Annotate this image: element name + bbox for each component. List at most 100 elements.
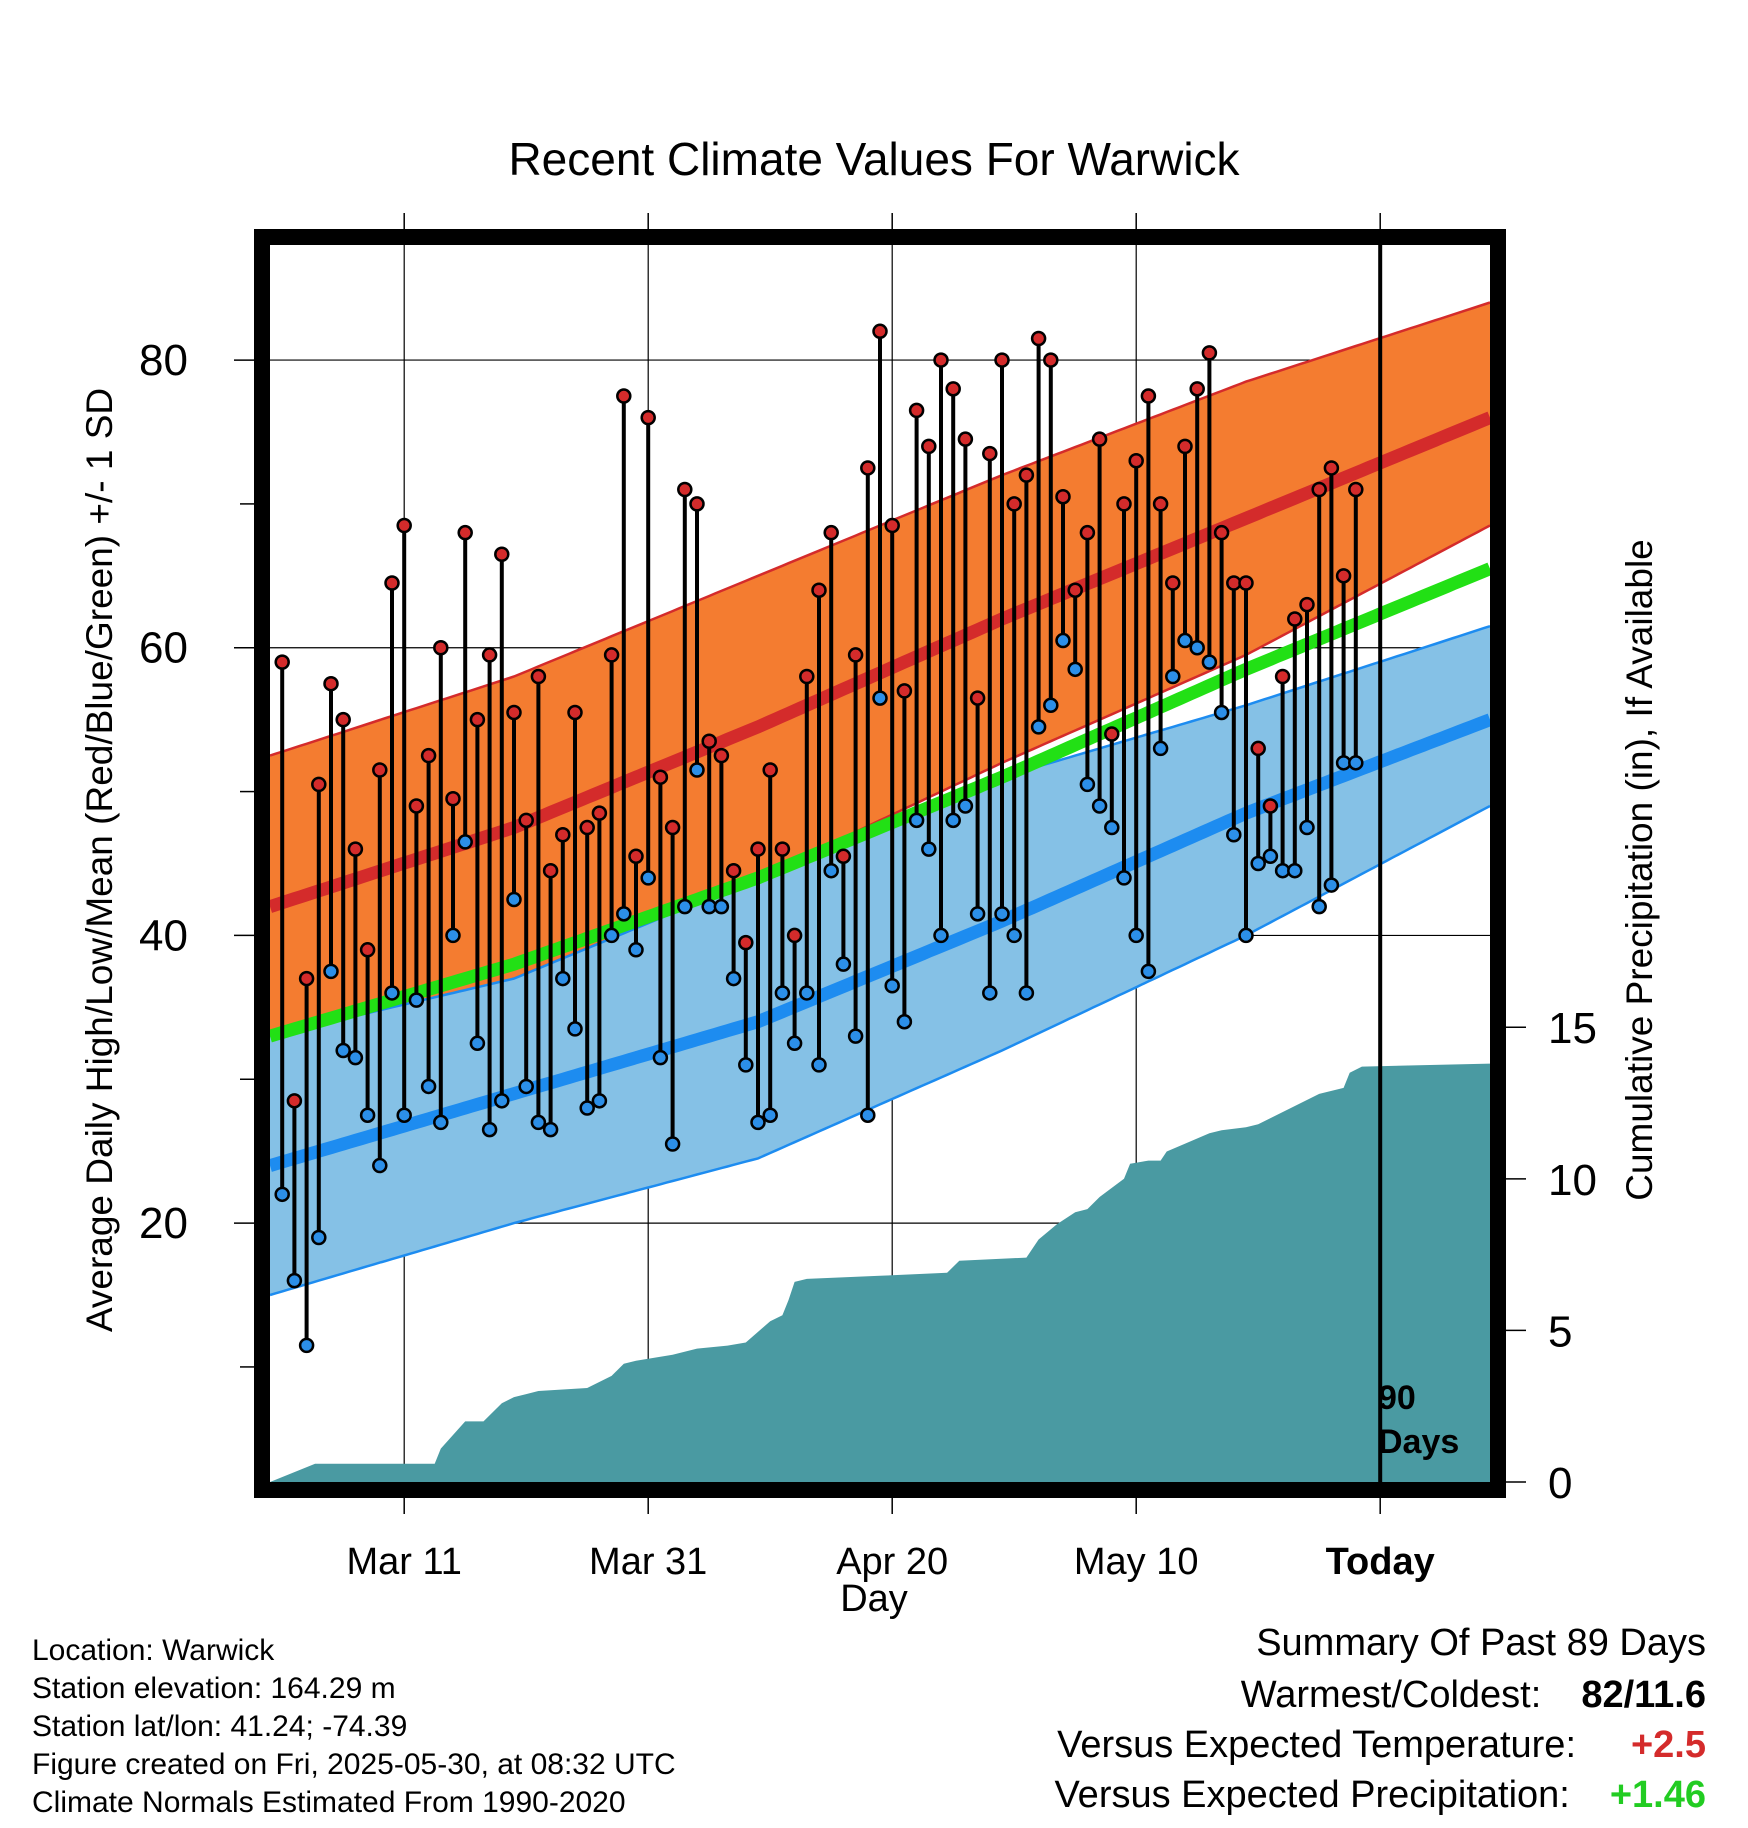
daily-low-point (1189, 639, 1205, 656)
today-window-label: 90 Days (1378, 1379, 1460, 1462)
temp-departure-label: Versus Expected Temperature: (1057, 1724, 1576, 1766)
daily-high-point (677, 481, 693, 498)
daily-high-point (811, 582, 827, 598)
daily-low-point (567, 1021, 583, 1037)
temp-departure-value: +2.5 (1630, 1724, 1706, 1766)
daily-low-point (994, 906, 1010, 922)
daily-high-point (1006, 496, 1022, 512)
daily-high-point (1140, 388, 1157, 404)
daily-low-point (872, 690, 888, 706)
daily-high-point (347, 841, 364, 857)
daily-high-point (835, 848, 852, 865)
normal-low-band-lower-edge (269, 804, 1491, 1297)
daily-low-point (359, 1107, 376, 1123)
daily-low-point (811, 1057, 827, 1073)
daily-high-point (1116, 496, 1132, 512)
daily-low-point (298, 1337, 315, 1354)
daily-high-point (908, 402, 925, 419)
daily-low-point (603, 927, 620, 944)
daily-low-point (823, 862, 839, 879)
daily-low-point (445, 927, 461, 944)
daily-high-point (469, 711, 486, 728)
y-axis-label: Average Daily High/Low/Mean (Red/Blue/Gr… (79, 387, 120, 1333)
daily-low-point (420, 1078, 437, 1095)
daily-high-point (298, 970, 315, 987)
daily-high-point (994, 352, 1010, 368)
y2-tick-label: 15 (1548, 1004, 1597, 1053)
daily-low-point (1067, 661, 1083, 678)
daily-high-point (957, 431, 974, 447)
daily-high-point (494, 546, 510, 562)
daily-high-point (481, 647, 498, 663)
daily-low-point (286, 1272, 303, 1289)
daily-low-point (1238, 927, 1254, 944)
daily-high-point (616, 388, 632, 404)
daily-low-point (835, 956, 852, 972)
daily-low-point (347, 1049, 364, 1066)
daily-high-point (1201, 345, 1218, 361)
daily-low-point (1311, 898, 1327, 915)
daily-high-point (1262, 798, 1279, 814)
daily-low-point (884, 978, 900, 994)
daily-high-point (1238, 575, 1254, 591)
y2-tick-label: 5 (1548, 1307, 1572, 1356)
daily-low-point (396, 1107, 412, 1123)
daily-low-point (1079, 776, 1096, 793)
x-tick-label: Mar 11 (346, 1541, 461, 1583)
daily-low-point (921, 841, 937, 857)
daily-low-point (1128, 927, 1144, 944)
daily-low-point (640, 870, 656, 886)
x-tick-label: Apr 20 (836, 1541, 948, 1583)
daily-low-point (1091, 798, 1108, 814)
daily-high-point (945, 381, 961, 397)
daily-high-point (335, 711, 351, 728)
daily-high-point (664, 819, 681, 836)
daily-low-point (982, 985, 998, 1001)
daily-high-point (286, 1093, 303, 1109)
created-text: Figure created on Fri, 2025-05-30, at 08… (32, 1748, 676, 1781)
daily-low-point (689, 762, 705, 778)
daily-low-point (896, 1013, 913, 1030)
daily-low-point (408, 992, 425, 1008)
daily-high-point (786, 927, 803, 944)
daily-high-point (1348, 481, 1364, 498)
chart-title: Recent Climate Values For Warwick (508, 133, 1240, 185)
daily-high-point (640, 409, 656, 426)
daily-low-point (713, 898, 730, 915)
y-tick-label: 40 (139, 911, 188, 960)
daily-low-point (1116, 870, 1132, 886)
daily-high-point (457, 524, 473, 541)
daily-low-point (1226, 826, 1242, 843)
daily-high-point (542, 862, 559, 879)
daily-low-point (1287, 862, 1303, 879)
daily-high-point (420, 747, 437, 764)
daily-low-point (433, 1114, 449, 1131)
daily-high-point (860, 460, 876, 476)
daily-low-point (311, 1229, 327, 1246)
daily-observations-layer (274, 323, 1364, 1354)
daily-high-point (384, 575, 400, 591)
daily-high-point (872, 323, 888, 340)
summary-precipitation: Versus Expected Precipitation: +1.46 (1054, 1774, 1706, 1817)
daily-low-point (957, 798, 974, 814)
daily-high-point (1091, 431, 1108, 447)
normal-mean-line (268, 562, 1493, 1043)
warmest-coldest-label: Warmest/Coldest: (1240, 1674, 1542, 1716)
daily-high-point (738, 934, 754, 951)
y-tick-label: 80 (139, 336, 188, 385)
daily-low-point (933, 927, 949, 944)
daily-low-point (677, 898, 693, 915)
daily-low-point (1348, 755, 1364, 771)
precip-departure-value: +1.46 (1609, 1774, 1706, 1816)
daily-high-point (506, 704, 522, 721)
daily-low-point (481, 1121, 498, 1138)
cumulative-precipitation-area (270, 1063, 1490, 1482)
daily-low-point (1323, 877, 1340, 893)
daily-high-point (518, 812, 534, 829)
daily-low-point (860, 1107, 876, 1123)
x-tick-label: Today (1326, 1541, 1435, 1583)
daily-high-point (567, 704, 583, 721)
daily-low-point (384, 985, 400, 1001)
daily-low-point (518, 1078, 534, 1095)
